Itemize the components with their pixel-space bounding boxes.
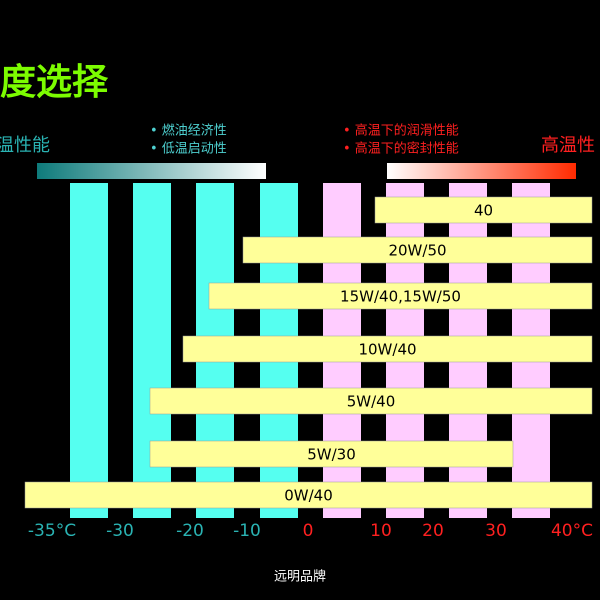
grade-bar bbox=[208, 282, 593, 310]
axis-labels: -35°C -30 -20 -10 0 10 20 30 40°C bbox=[28, 521, 593, 541]
grade-bar bbox=[182, 335, 593, 363]
grade-label: 0W/40 bbox=[284, 487, 333, 505]
high-note: • 高温下的润滑性能 bbox=[343, 123, 459, 139]
grade-label: 5W/30 bbox=[307, 446, 356, 464]
grade-bars: 40 20W/50 15W/40,15W/50 10W/40 5W/40 5W/30 0W/… bbox=[24, 196, 593, 509]
axis-label: -35°C bbox=[28, 521, 76, 541]
axis-label: -20 bbox=[176, 521, 204, 541]
grade-bar bbox=[24, 481, 593, 509]
axis-label: 20 bbox=[422, 521, 444, 541]
title: 度选择 bbox=[0, 62, 109, 103]
high-gradient bbox=[387, 163, 576, 179]
axis-label: -10 bbox=[233, 521, 261, 541]
axis-label: -30 bbox=[106, 521, 134, 541]
cold-column bbox=[70, 183, 108, 518]
axis-label: 10 bbox=[370, 521, 392, 541]
grade-label: 40 bbox=[474, 202, 493, 220]
grade-bar bbox=[242, 236, 593, 264]
grade-label: 20W/50 bbox=[388, 242, 446, 260]
grade-bar bbox=[149, 440, 514, 468]
axis-label: 40°C bbox=[551, 521, 593, 541]
low-note: • 燃油经济性 bbox=[150, 123, 227, 139]
grade-bar bbox=[149, 387, 593, 415]
grade-label: 5W/40 bbox=[347, 393, 396, 411]
footer: 远明品牌 bbox=[274, 569, 326, 585]
grade-label: 15W/40,15W/50 bbox=[340, 288, 461, 306]
axis-label: 0 bbox=[303, 521, 314, 541]
right-label: 高温性 bbox=[541, 135, 595, 156]
grade-bar bbox=[374, 196, 593, 224]
low-gradient bbox=[37, 163, 266, 179]
left-label: 温性能 bbox=[0, 135, 50, 156]
high-note: • 高温下的密封性能 bbox=[343, 141, 459, 157]
low-note: • 低温启动性 bbox=[150, 142, 227, 157]
axis-label: 30 bbox=[485, 521, 507, 541]
grade-label: 10W/40 bbox=[358, 341, 416, 359]
cold-column bbox=[133, 183, 171, 518]
